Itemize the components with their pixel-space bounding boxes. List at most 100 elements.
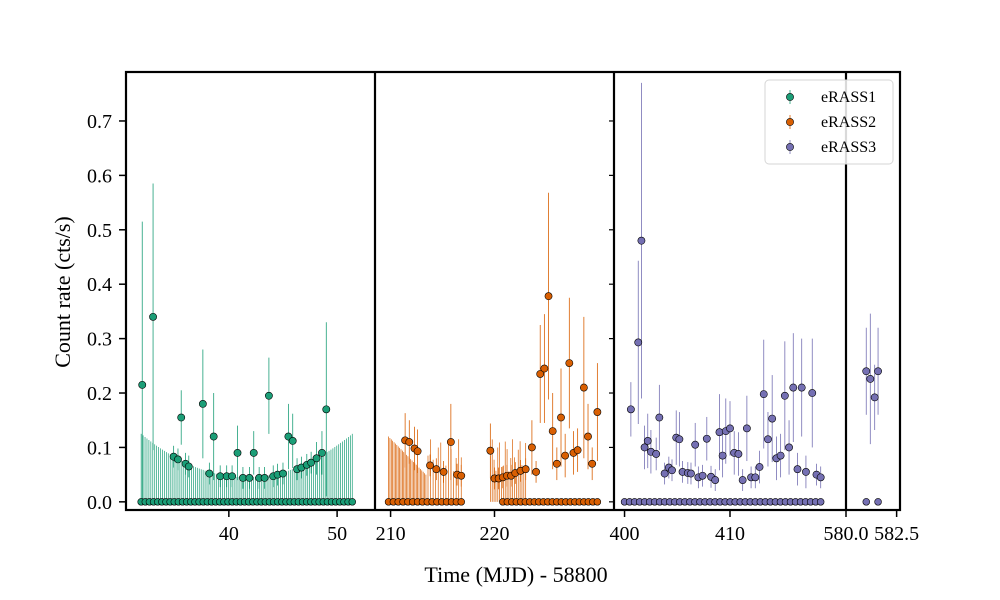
data-point <box>536 370 545 378</box>
y-tick-label: 0.0 <box>87 492 112 514</box>
data-point <box>565 359 574 367</box>
data-point <box>557 413 565 422</box>
data-point <box>249 448 258 457</box>
zero-point <box>593 498 602 506</box>
data-point <box>637 236 646 245</box>
x-tick-label: 580.0 <box>824 523 869 545</box>
data-point <box>260 473 269 482</box>
data-point <box>862 367 871 376</box>
data-point <box>870 393 879 402</box>
legend-marker <box>786 143 794 151</box>
data-point <box>205 469 214 478</box>
data-point <box>457 471 466 480</box>
data-point <box>588 459 597 468</box>
data-point <box>785 443 793 452</box>
data-point <box>797 383 806 392</box>
data-point <box>432 465 441 474</box>
data-point <box>718 451 727 460</box>
legend-label: eRASS2 <box>821 114 876 131</box>
x-tick-label: 50 <box>327 523 347 545</box>
zero-point <box>348 498 356 506</box>
data-point <box>780 391 789 400</box>
data-point <box>239 473 247 482</box>
data-point <box>742 424 751 433</box>
axis-ticks: 0.0 0.1 0.2 0.3 0.4 0.5 0.6 0.7 40 50 210 220 400 410… <box>87 111 919 545</box>
data-point <box>626 405 635 414</box>
data-point <box>789 383 798 392</box>
x-tick-label: 582.5 <box>874 523 919 545</box>
data-point <box>265 391 273 400</box>
x-tick-label: 210 <box>376 523 406 545</box>
data-point <box>138 380 147 389</box>
data-point <box>734 450 743 458</box>
data-point <box>668 466 676 475</box>
data-point <box>184 462 193 471</box>
data-point <box>711 476 720 484</box>
data-point <box>228 472 236 481</box>
data-point <box>552 459 561 468</box>
data-point <box>439 468 448 476</box>
y-tick-label: 0.2 <box>87 383 112 405</box>
data-point <box>593 408 602 416</box>
data-point <box>687 469 695 478</box>
data-point <box>675 435 684 444</box>
data-point <box>726 424 734 433</box>
data-point <box>532 468 540 476</box>
data-point <box>174 455 182 464</box>
x-tick-label: 400 <box>610 523 640 545</box>
data-point <box>149 312 157 321</box>
y-tick-label: 0.5 <box>87 220 112 242</box>
data-point <box>405 438 414 446</box>
data-point <box>544 292 553 301</box>
data-point <box>579 383 588 392</box>
zero-point <box>816 498 825 506</box>
data-point <box>233 448 242 457</box>
data-point <box>776 451 785 460</box>
data-point <box>548 427 557 436</box>
y-tick-label: 0.7 <box>87 111 112 133</box>
data-point <box>802 468 810 476</box>
data-point <box>216 472 225 481</box>
data-point <box>177 413 186 422</box>
data-point <box>793 465 802 474</box>
data-point <box>279 469 287 478</box>
plot-frame <box>124 70 902 512</box>
x-tick-label: 40 <box>219 523 239 545</box>
data-point <box>318 448 326 457</box>
legend-label: eRASS3 <box>821 139 876 156</box>
data-point <box>874 367 882 376</box>
data-point <box>573 446 582 455</box>
data-point <box>288 436 297 445</box>
data-point <box>768 414 777 423</box>
data-point <box>198 400 207 408</box>
data-point <box>643 436 652 445</box>
data-point <box>759 390 768 399</box>
y-tick-label: 0.4 <box>87 274 112 296</box>
data-point <box>634 338 643 347</box>
data-point <box>528 443 536 452</box>
x-tick-label: 410 <box>715 523 745 545</box>
y-axis-title: Count rate (cts/s) <box>50 216 75 368</box>
data-point <box>307 458 316 467</box>
data-point <box>640 443 649 452</box>
y-tick-label: 0.6 <box>87 165 112 187</box>
data-point <box>866 374 875 383</box>
data-point <box>209 432 218 441</box>
data-point <box>655 413 664 422</box>
data-point <box>715 428 724 437</box>
data-point <box>652 450 661 458</box>
data-point <box>691 440 700 449</box>
data-point <box>446 438 455 446</box>
legend-label: eRASS1 <box>821 89 876 106</box>
data-point <box>245 473 254 482</box>
data-point <box>426 461 434 470</box>
legend-marker <box>786 93 794 101</box>
y-tick-label: 0.3 <box>87 329 112 351</box>
zero-point <box>457 498 465 506</box>
data-point <box>816 473 825 482</box>
data-point <box>540 364 549 373</box>
data-point <box>486 446 495 455</box>
data-point <box>738 476 747 484</box>
data-point <box>521 465 530 474</box>
